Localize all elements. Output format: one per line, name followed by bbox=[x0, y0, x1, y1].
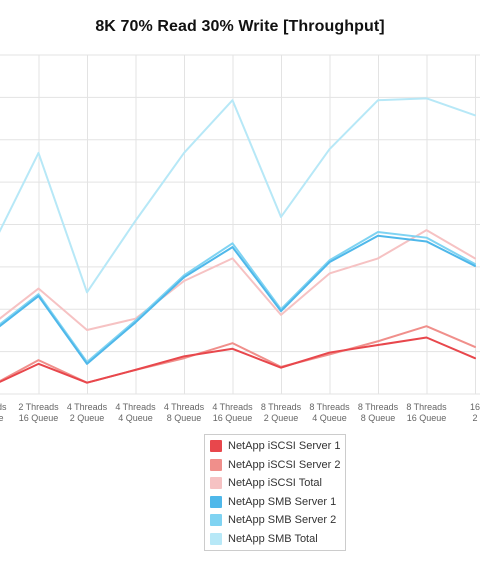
x-tick-label: 4 Threads bbox=[164, 402, 205, 412]
x-tick-label: 4 Threads bbox=[212, 402, 253, 412]
legend-item: NetApp SMB Server 1 bbox=[205, 493, 345, 512]
series-line-netapp-smb-total bbox=[0, 97, 476, 294]
legend-swatch bbox=[210, 458, 222, 471]
series-line-netapp-iscsi-server-1 bbox=[0, 336, 476, 384]
x-tick-label: 2 Queue bbox=[264, 413, 299, 423]
x-tick-label: 16 Queue bbox=[19, 413, 59, 423]
legend-label: NetApp iSCSI Server 2 bbox=[228, 458, 341, 471]
x-tick-label: 2 Queue bbox=[70, 413, 105, 423]
legend-item: NetApp SMB Total bbox=[205, 530, 345, 549]
x-tick-label: 8 Threads bbox=[406, 402, 447, 412]
legend: NetApp iSCSI Server 1 NetApp iSCSI Server… bbox=[204, 434, 346, 551]
x-tick-label: Queue bbox=[0, 413, 4, 423]
x-tick-label: 16 Queue bbox=[213, 413, 253, 423]
legend-swatch bbox=[210, 495, 222, 508]
series-line-netapp-iscsi-total bbox=[0, 229, 476, 331]
series-line-netapp-smb-server-1 bbox=[0, 234, 476, 365]
x-tick-label: 8 Threads bbox=[358, 402, 399, 412]
legend-item: NetApp SMB Server 2 bbox=[205, 511, 345, 530]
x-tick-label: 2 bbox=[472, 413, 477, 423]
legend-label: NetApp SMB Total bbox=[228, 532, 318, 545]
x-tick-label: 8 Queue bbox=[361, 413, 396, 423]
x-tick-label: 4 Threads bbox=[67, 402, 108, 412]
legend-label: NetApp SMB Server 1 bbox=[228, 495, 337, 508]
series-line-netapp-iscsi-server-2 bbox=[0, 325, 476, 384]
legend-label: NetApp iSCSI Total bbox=[228, 477, 322, 490]
x-tick-label: 8 Threads bbox=[261, 402, 302, 412]
x-tick-label: 8 Queue bbox=[167, 413, 202, 423]
series-line-netapp-smb-server-2 bbox=[0, 231, 476, 363]
legend-swatch bbox=[210, 514, 222, 527]
legend-label: NetApp iSCSI Server 1 bbox=[228, 440, 341, 453]
x-tick-label: 2 Threads bbox=[18, 402, 59, 412]
legend-item: NetApp iSCSI Server 1 bbox=[205, 437, 345, 456]
x-tick-label: Threads bbox=[0, 402, 7, 412]
legend-swatch bbox=[210, 440, 222, 453]
legend-item: NetApp iSCSI Server 2 bbox=[205, 456, 345, 475]
chart-title: 8K 70% Read 30% Write [Throughput] bbox=[95, 18, 385, 35]
x-tick-label: 16 Queue bbox=[407, 413, 447, 423]
x-tick-label: 4 Threads bbox=[115, 402, 156, 412]
x-tick-label: 16 bbox=[470, 402, 480, 412]
legend-label: NetApp SMB Server 2 bbox=[228, 514, 337, 527]
x-tick-label: 4 Queue bbox=[312, 413, 347, 423]
legend-swatch bbox=[210, 477, 222, 490]
legend-item: NetApp iSCSI Total bbox=[205, 474, 345, 493]
legend-swatch bbox=[210, 532, 222, 545]
x-tick-label: 4 Queue bbox=[118, 413, 153, 423]
x-tick-label: 8 Threads bbox=[309, 402, 350, 412]
